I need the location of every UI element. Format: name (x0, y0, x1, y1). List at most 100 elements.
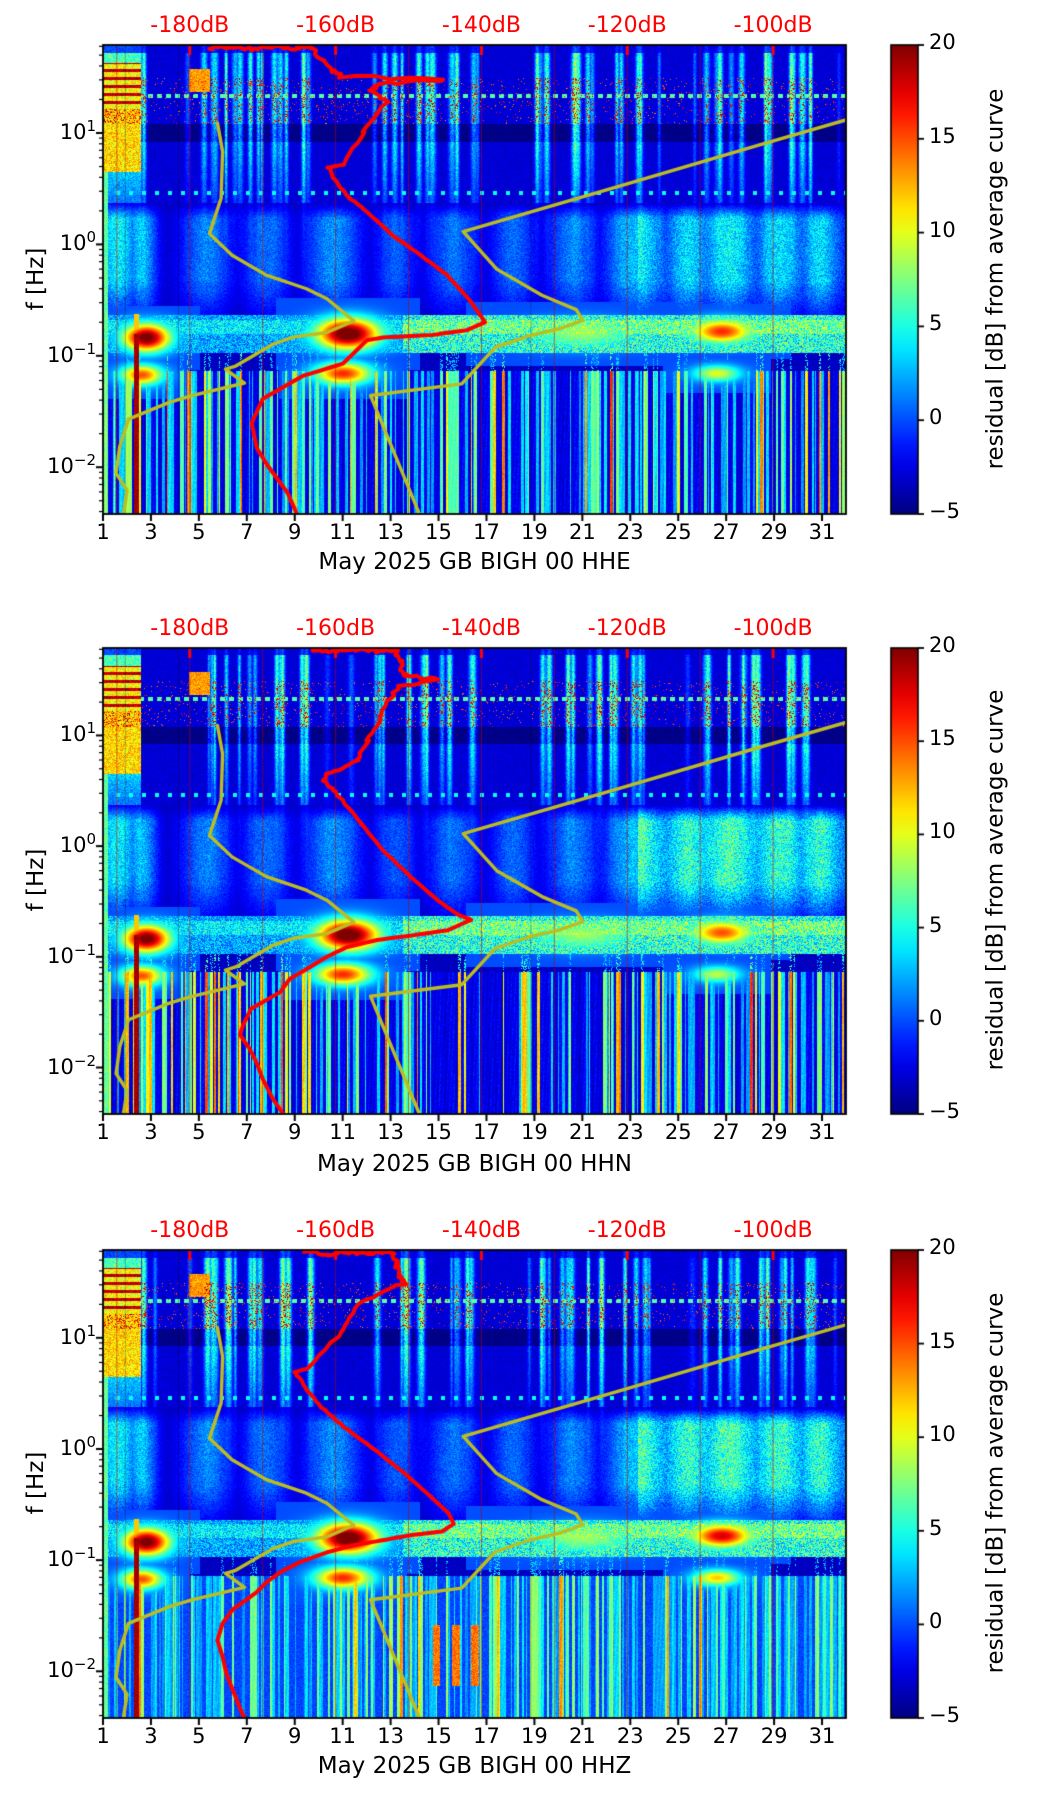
x-tick-label: 13 (377, 1120, 404, 1144)
x-tick-label: 1 (96, 1724, 110, 1748)
x-tick-label: 3 (144, 1724, 158, 1748)
x-tick-label: 3 (144, 520, 158, 544)
y-tick-label: 10−1 (47, 940, 96, 968)
y-tick-label: 10−1 (47, 1544, 96, 1572)
y-tick-label: 10−1 (47, 339, 96, 367)
x-tick-label: 15 (425, 1120, 452, 1144)
colorbar-tick-label: 5 (929, 311, 943, 336)
colorbar-tick-label: −5 (929, 1099, 960, 1123)
colorbar-label-panel-1: residual [dB] from average curve (982, 88, 1009, 470)
x-tick-label: 19 (521, 520, 548, 544)
top-db-tick-label: -100dB (733, 13, 813, 38)
x-tick-label: 21 (568, 1120, 596, 1144)
y-tick-label: 10−2 (47, 451, 96, 479)
top-db-tick-label: -180dB (150, 13, 230, 38)
x-axis-label-panel-3: May 2025 GB BIGH 00 HHZ (317, 1753, 632, 1779)
colorbar-tick-label: 0 (929, 405, 943, 430)
colorbar-tick-label: 20 (929, 30, 956, 54)
top-db-tick-label: -140dB (441, 13, 521, 38)
colorbar-tick-label: 5 (929, 912, 943, 937)
x-tick-label: 1 (96, 1120, 110, 1144)
y-tick-label: 101 (59, 117, 96, 144)
colorbar-tick-label: 10 (929, 1422, 956, 1447)
x-tick-label: 13 (377, 520, 404, 544)
x-tick-label: 17 (473, 520, 500, 544)
y-axis-label-panel-3: f [Hz] (23, 1451, 49, 1515)
colorbar-tick-label: 15 (929, 1328, 956, 1353)
x-tick-label: 31 (808, 1724, 836, 1748)
x-tick-label: 5 (192, 520, 206, 544)
y-tick-label: 100 (59, 228, 96, 256)
top-db-tick-label: -160dB (296, 1218, 376, 1243)
top-db-tick-label: -140dB (441, 1218, 521, 1243)
x-axis-label-panel-1: May 2025 GB BIGH 00 HHE (318, 549, 631, 575)
x-tick-label: 7 (240, 1724, 254, 1748)
colorbar-tick-label: 20 (929, 1235, 956, 1259)
x-tick-label: 23 (616, 1120, 644, 1144)
y-tick-label: 100 (59, 1432, 96, 1460)
top-db-tick-label: -160dB (296, 13, 376, 38)
x-tick-label: 19 (521, 1724, 548, 1748)
x-tick-label: 25 (664, 1724, 692, 1748)
x-tick-label: 31 (808, 1120, 836, 1144)
x-tick-label: 7 (240, 1120, 254, 1144)
colorbar-tick-label: 15 (929, 726, 956, 751)
colorbar-tick-label: 5 (929, 1515, 943, 1540)
x-tick-label: 11 (329, 1724, 357, 1748)
x-tick-label: 19 (521, 1120, 548, 1144)
x-tick-label: 7 (240, 520, 254, 544)
y-tick-label: 10−2 (47, 1655, 96, 1683)
colorbar-tick-label: 10 (929, 217, 956, 242)
x-tick-label: 5 (192, 1120, 206, 1144)
top-db-tick-label: -120dB (587, 1218, 667, 1243)
top-db-tick-label: -120dB (587, 13, 667, 38)
colorbar-tick-label: 0 (929, 1005, 943, 1030)
x-axis-label-panel-2: May 2025 GB BIGH 00 HHN (317, 1151, 632, 1177)
x-tick-label: 29 (760, 1724, 788, 1748)
x-tick-label: 23 (616, 520, 644, 544)
top-db-tick-label: -100dB (733, 616, 813, 641)
y-tick-label: 101 (59, 1321, 96, 1349)
y-tick-label: 101 (59, 719, 96, 747)
x-tick-label: 5 (192, 1724, 206, 1748)
y-axis-label-panel-1: f [Hz] (23, 247, 49, 311)
y-tick-label: 100 (59, 830, 96, 858)
colorbar-tick-label: 20 (929, 633, 956, 657)
top-db-tick-label: -120dB (587, 616, 667, 641)
x-tick-label: 9 (288, 1724, 302, 1748)
top-db-tick-label: -140dB (441, 616, 521, 641)
x-tick-label: 29 (760, 520, 788, 544)
colorbar-label-panel-3: residual [dB] from average curve (982, 1292, 1009, 1674)
x-tick-label: 21 (568, 1724, 596, 1748)
top-db-tick-label: -100dB (733, 1218, 813, 1243)
x-tick-label: 15 (425, 520, 452, 544)
top-db-tick-label: -180dB (150, 616, 230, 641)
colorbar-tick-label: −5 (929, 499, 960, 523)
x-tick-label: 27 (712, 1120, 740, 1144)
x-tick-label: 17 (473, 1724, 500, 1748)
x-tick-label: 21 (568, 520, 596, 544)
x-tick-label: 25 (664, 1120, 692, 1144)
x-tick-label: 1 (96, 520, 110, 544)
top-db-tick-label: -160dB (296, 616, 376, 641)
x-tick-label: 25 (664, 520, 692, 544)
x-tick-label: 29 (760, 1120, 788, 1144)
top-db-tick-label: -180dB (150, 1218, 230, 1243)
colorbar-tick-label: 15 (929, 123, 956, 148)
y-axis-label-panel-2: f [Hz] (23, 848, 49, 912)
colorbar-tick-label: 0 (929, 1609, 943, 1634)
y-tick-label: 10−2 (47, 1051, 96, 1079)
x-tick-label: 31 (808, 520, 836, 544)
x-tick-label: 11 (329, 520, 357, 544)
x-tick-label: 3 (144, 1120, 158, 1144)
x-tick-label: 9 (288, 520, 302, 544)
x-tick-label: 15 (425, 1724, 452, 1748)
x-tick-label: 13 (377, 1724, 404, 1748)
x-tick-label: 27 (712, 1724, 740, 1748)
x-tick-label: 23 (616, 1724, 644, 1748)
colorbar-tick-label: 10 (929, 819, 956, 844)
colorbar-tick-label: −5 (929, 1703, 960, 1727)
colorbar-label-panel-2: residual [dB] from average curve (982, 689, 1009, 1071)
